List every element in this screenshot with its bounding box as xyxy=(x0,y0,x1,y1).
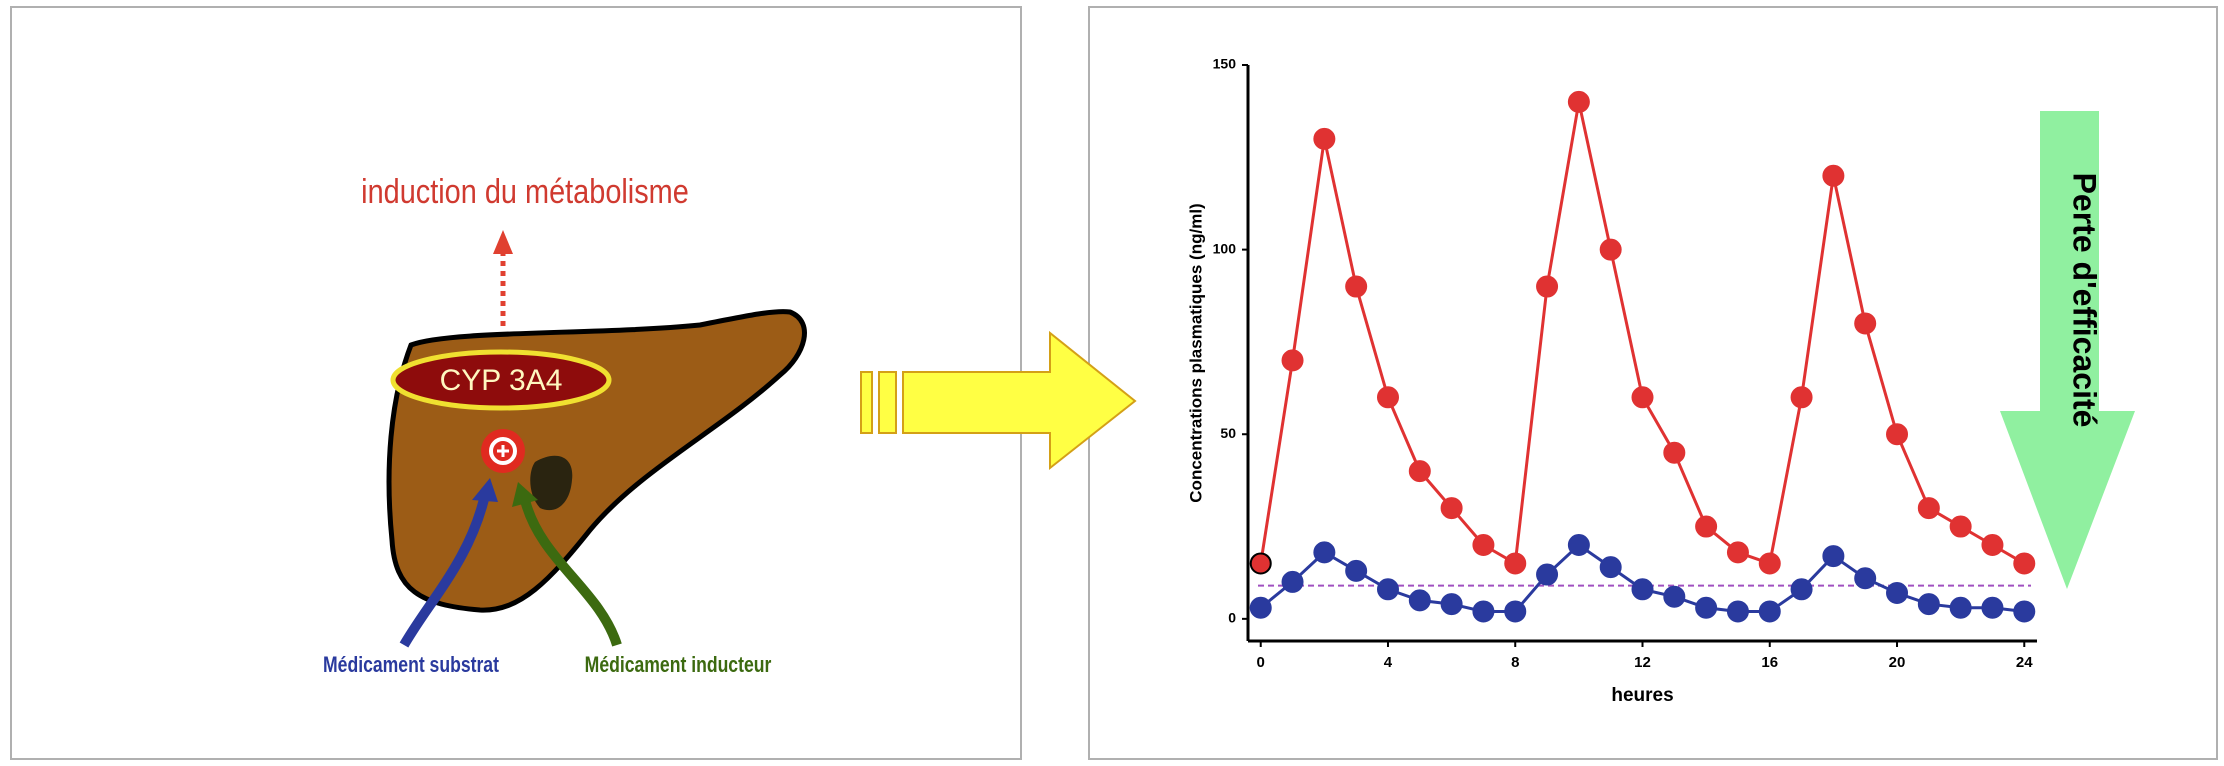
data-point xyxy=(1283,350,1303,370)
data-point xyxy=(1664,587,1684,607)
data-point xyxy=(1792,579,1812,599)
data-point xyxy=(1346,561,1366,581)
data-point xyxy=(1855,568,1875,588)
y-tick-label: 150 xyxy=(1213,56,1237,72)
data-point xyxy=(1696,598,1716,618)
y-tick-label: 100 xyxy=(1213,240,1237,256)
y-axis-title: Concentrations plasmatiques (ng/ml) xyxy=(1186,203,1205,502)
x-tick-label: 0 xyxy=(1257,654,1265,671)
data-point xyxy=(1601,557,1621,577)
y-tick-label: 0 xyxy=(1228,610,1236,626)
data-point xyxy=(1919,594,1939,614)
data-point xyxy=(1251,553,1271,573)
annotation: Perte d'efficacité xyxy=(2067,173,2103,428)
data-point xyxy=(1633,579,1653,599)
data-point xyxy=(1537,565,1557,585)
x-tick-label: 12 xyxy=(1634,654,1651,671)
arrow-bar xyxy=(879,372,896,433)
data-point xyxy=(1696,517,1716,537)
data-point xyxy=(1982,535,2002,555)
data-point xyxy=(1951,598,1971,618)
data-point xyxy=(1473,535,1493,555)
substrate-label: Médicament substrat xyxy=(323,653,499,677)
data-point xyxy=(1823,166,1843,186)
inducer-label: Médicament inducteur xyxy=(585,653,772,677)
data-point xyxy=(1346,277,1366,297)
data-point xyxy=(1887,583,1907,603)
data-point xyxy=(1378,579,1398,599)
data-point xyxy=(1728,601,1748,621)
data-point xyxy=(1760,601,1780,621)
slide: induction du métabolisme CYP 3A4 Médicam… xyxy=(0,0,2224,766)
data-point xyxy=(1537,277,1557,297)
x-tick-label: 4 xyxy=(1384,654,1393,671)
data-point xyxy=(1760,553,1780,573)
x-axis-title: heures xyxy=(1611,685,1673,706)
induction-label: induction du métabolisme xyxy=(361,172,689,211)
data-point xyxy=(1251,598,1271,618)
data-point xyxy=(1410,590,1430,610)
y-tick-label: 50 xyxy=(1220,425,1236,441)
data-point xyxy=(1855,313,1875,333)
enzyme-label: CYP 3A4 xyxy=(440,364,563,397)
data-point xyxy=(1792,387,1812,407)
x-tick-label: 20 xyxy=(1889,654,1906,671)
data-point xyxy=(1601,240,1621,260)
data-point xyxy=(1951,517,1971,537)
data-point xyxy=(1314,542,1334,562)
x-tick-label: 16 xyxy=(1761,654,1778,671)
data-point xyxy=(1887,424,1907,444)
data-point xyxy=(1473,601,1493,621)
data-point xyxy=(1442,498,1462,518)
data-point xyxy=(1982,598,2002,618)
data-point xyxy=(1410,461,1430,481)
x-tick-label: 8 xyxy=(1511,654,1519,671)
data-point xyxy=(1283,572,1303,592)
x-tick-label: 24 xyxy=(2016,654,2033,671)
data-point xyxy=(1823,546,1843,566)
data-point xyxy=(1633,387,1653,407)
data-point xyxy=(1569,535,1589,555)
data-point xyxy=(1664,443,1684,463)
arrow-bar xyxy=(861,372,872,433)
data-point xyxy=(1442,594,1462,614)
data-point xyxy=(1919,498,1939,518)
data-point xyxy=(1378,387,1398,407)
data-point xyxy=(2014,553,2034,573)
data-point xyxy=(1505,553,1525,573)
data-point xyxy=(1505,601,1525,621)
data-point xyxy=(1569,92,1589,112)
data-point xyxy=(2014,601,2034,621)
data-point xyxy=(1728,542,1748,562)
data-point xyxy=(1314,129,1334,149)
